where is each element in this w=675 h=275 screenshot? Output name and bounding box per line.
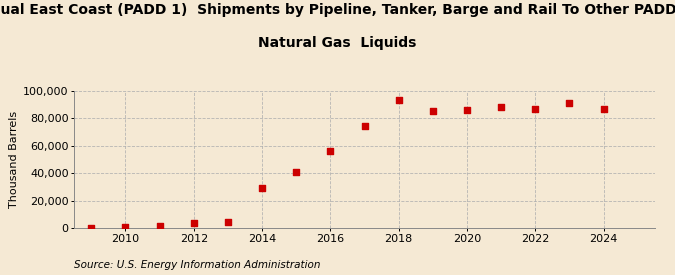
Point [154,223,165,228]
Point [427,109,438,114]
Point [495,105,506,109]
Point [394,98,404,103]
Point [86,226,97,230]
Text: Annual East Coast (PADD 1)  Shipments by Pipeline, Tanker, Barge and Rail To Oth: Annual East Coast (PADD 1) Shipments by … [0,3,675,17]
Text: Natural Gas  Liquids: Natural Gas Liquids [259,36,416,50]
Text: Source: U.S. Energy Information Administration: Source: U.S. Energy Information Administ… [74,260,321,270]
Point [188,221,199,225]
Point [325,149,335,153]
Y-axis label: Thousand Barrels: Thousand Barrels [9,111,19,208]
Point [598,106,609,111]
Point [256,186,267,191]
Point [291,170,302,174]
Point [530,106,541,111]
Point [120,224,131,229]
Point [359,124,370,129]
Point [564,101,575,105]
Point [462,108,472,112]
Point [223,220,234,225]
